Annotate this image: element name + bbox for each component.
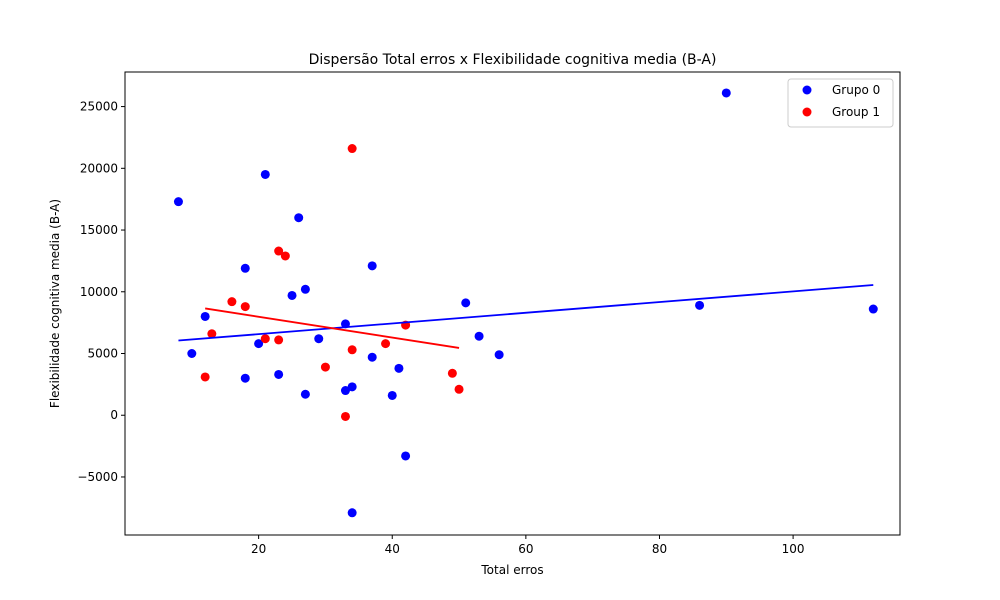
data-point-series-1-12 <box>381 339 391 349</box>
plot-frame <box>124 71 901 536</box>
data-point-series-1-5 <box>274 335 284 345</box>
x-tick-label: 100 <box>782 542 805 556</box>
data-point-series-1-3 <box>240 302 250 312</box>
data-point-series-0-1 <box>187 349 197 358</box>
data-point-series-1-7 <box>280 251 290 261</box>
data-point-series-0-24 <box>494 350 504 360</box>
data-point-series-1-9 <box>340 411 350 421</box>
data-point-series-0-25 <box>695 300 705 310</box>
y-tick-label: −5000 <box>77 470 118 484</box>
data-point-series-0-4 <box>240 263 250 273</box>
plot-area <box>173 88 878 518</box>
data-point-series-1-14 <box>447 368 457 378</box>
data-point-series-0-20 <box>394 363 404 373</box>
data-point-series-1-4 <box>260 334 270 344</box>
data-point-series-0-7 <box>274 369 284 379</box>
data-point-series-0-10 <box>300 389 310 399</box>
data-point-series-0-26 <box>721 88 731 98</box>
data-point-series-0-0 <box>173 197 183 207</box>
data-point-series-0-23 <box>474 331 484 341</box>
data-point-series-0-2 <box>200 311 210 321</box>
legend-box <box>787 78 894 128</box>
y-tick-label: 25000 <box>80 100 118 114</box>
x-axis-label: Total erros <box>480 563 543 577</box>
data-point-series-0-19 <box>387 390 397 400</box>
y-tick-label: 0 <box>110 408 118 422</box>
data-point-series-1-10 <box>347 144 357 154</box>
data-point-series-0-18 <box>367 261 377 271</box>
data-point-series-0-11 <box>300 284 310 294</box>
data-point-series-1-15 <box>454 384 464 394</box>
data-point-series-0-14 <box>340 386 350 396</box>
data-point-series-0-21 <box>401 451 411 461</box>
y-tick-label: 10000 <box>80 285 118 299</box>
y-tick-label: 15000 <box>80 223 118 237</box>
x-tick-label: 20 <box>251 542 266 556</box>
trendline-series-1 <box>205 307 460 349</box>
legend-label-series-1: Group 1 <box>832 105 880 119</box>
data-point-series-1-8 <box>320 362 330 372</box>
data-point-series-0-8 <box>287 290 297 300</box>
data-point-series-1-1 <box>207 329 217 339</box>
data-point-series-0-6 <box>260 169 270 179</box>
data-point-series-0-17 <box>367 352 377 362</box>
data-point-series-0-27 <box>868 304 878 314</box>
legend-marker-series-1 <box>802 107 812 117</box>
data-point-series-0-16 <box>347 508 357 518</box>
y-tick-label: 20000 <box>80 161 118 175</box>
data-point-series-0-5 <box>254 339 264 349</box>
x-tick-label: 40 <box>385 542 400 556</box>
data-point-series-1-11 <box>347 345 357 355</box>
data-point-series-1-0 <box>200 372 210 382</box>
data-point-series-0-12 <box>314 334 324 344</box>
legend-marker-series-0 <box>802 85 812 95</box>
data-point-series-1-6 <box>274 246 284 256</box>
data-point-series-0-15 <box>347 382 357 392</box>
data-point-series-0-3 <box>240 373 250 383</box>
y-axis-label: Flexibilidade cognitiva media (B-A) <box>48 199 62 408</box>
legend-label-series-0: Grupo 0 <box>832 83 880 97</box>
data-point-series-0-22 <box>461 298 471 308</box>
chart-title: Dispersão Total erros x Flexibilidade co… <box>309 52 717 68</box>
trendline-series-0 <box>178 284 874 342</box>
data-point-series-1-2 <box>227 297 237 307</box>
y-tick-label: 5000 <box>87 347 118 361</box>
x-tick-label: 60 <box>518 542 533 556</box>
legend: Grupo 0 Group 1 <box>787 78 894 128</box>
x-tick-label: 80 <box>652 542 667 556</box>
data-point-series-0-9 <box>294 213 304 223</box>
